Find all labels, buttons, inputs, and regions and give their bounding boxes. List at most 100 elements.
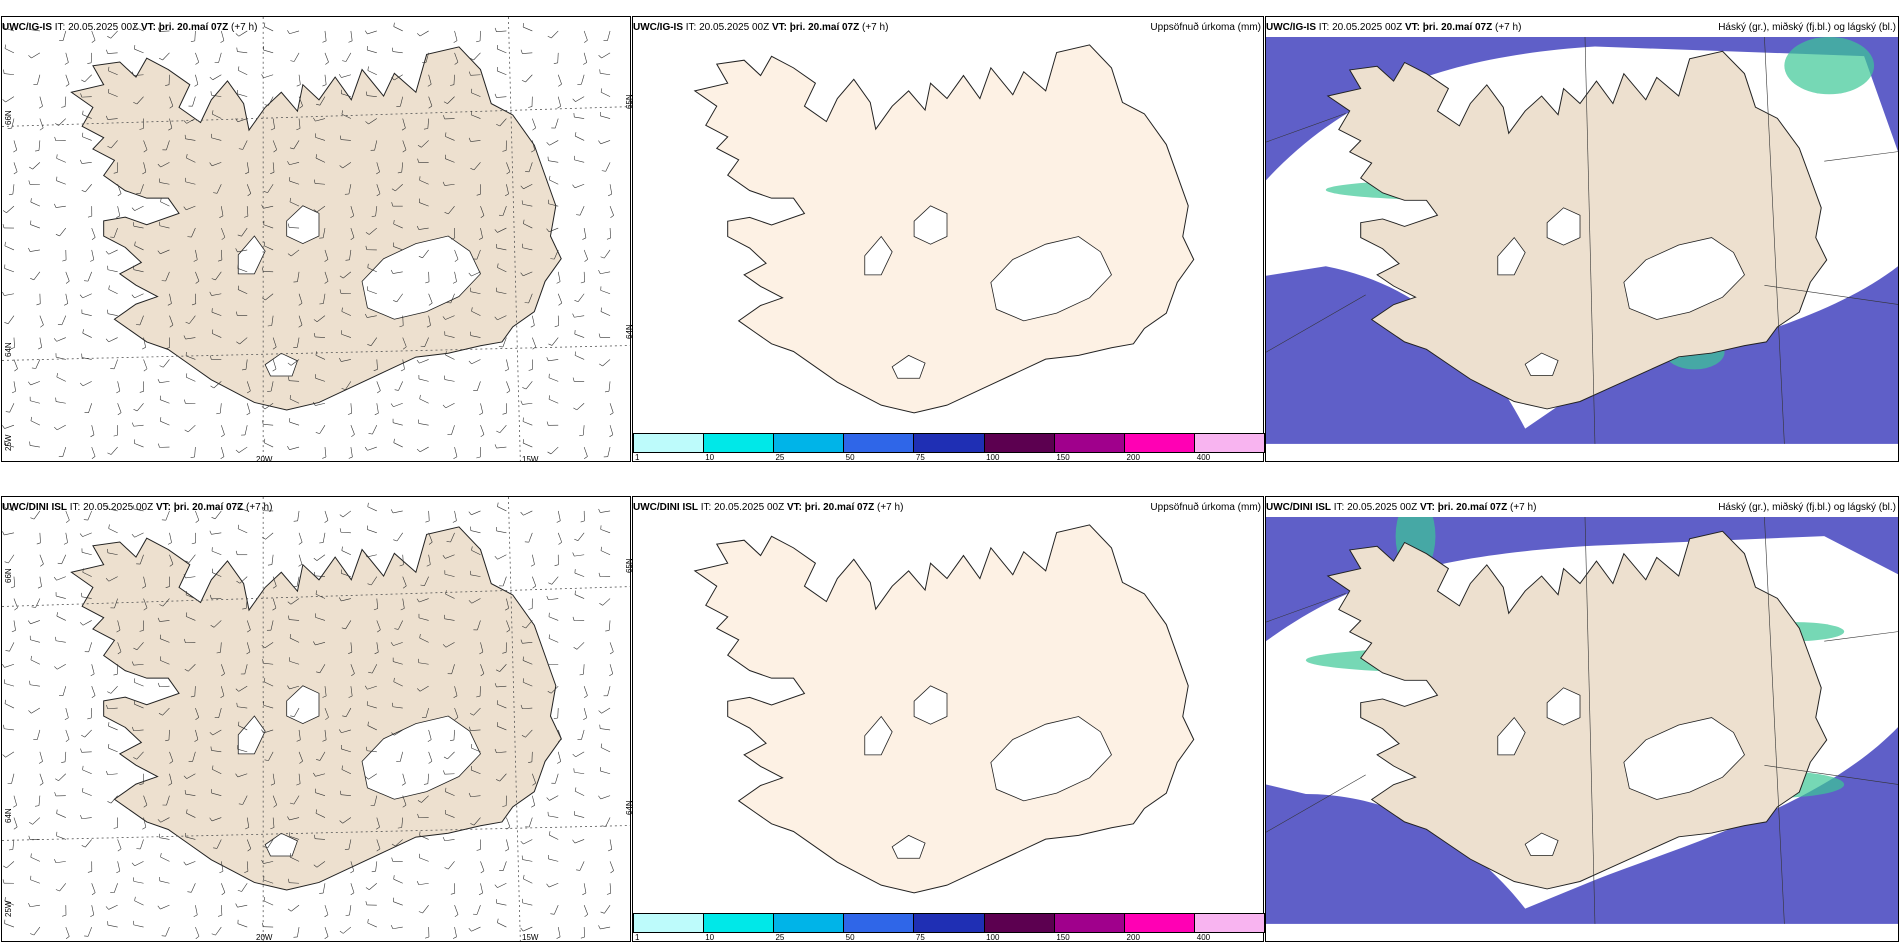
wind-barb [4, 48, 15, 54]
wind-barb-flag [557, 761, 561, 764]
wind-barb-flag [290, 715, 295, 718]
iceland-cloud-map-2 [1266, 517, 1898, 924]
wind-barb-flag [531, 149, 535, 153]
wind-barb [502, 337, 507, 348]
wind-barb [316, 315, 326, 322]
wind-barb [396, 532, 403, 542]
wind-barb-flag [160, 853, 162, 858]
wind-barb-flag [341, 765, 343, 770]
wind-barb [30, 381, 40, 386]
wind-barb [369, 227, 378, 235]
wind-barb-flag [3, 69, 5, 74]
wind-barb [557, 927, 561, 937]
wind-barb-flag [601, 170, 606, 172]
wind-barb-flag [79, 294, 83, 299]
wind-barb [575, 96, 585, 102]
wind-barb [82, 791, 92, 796]
wind-barb-flag [298, 542, 303, 545]
wind-barb [213, 381, 222, 389]
colorbar-tick: 100 [986, 453, 1000, 462]
colorbar-tick: 400 [1196, 933, 1211, 942]
cloud-map-panel-bottom: UWC/DINI ISL IT: 20.05.2025 00Z VT: þri.… [1265, 496, 1899, 942]
wind-barb-flag [273, 149, 277, 153]
wind-barb [272, 773, 275, 784]
wind-barb-flag [36, 542, 41, 545]
wind-barb [497, 227, 507, 233]
wind-barb [289, 817, 300, 821]
wind-barb [237, 93, 248, 97]
wind-barb-flag [287, 161, 290, 165]
wind-barb [480, 206, 485, 216]
right-lat-label-64n: 64N [625, 324, 634, 339]
wind-barb-flag [367, 502, 369, 507]
wind-barb-flag [480, 870, 485, 874]
wind-barb [393, 901, 403, 906]
wind-barb [117, 184, 122, 194]
wind-barb [583, 664, 585, 675]
wind-barb-flag [210, 624, 215, 628]
wind-barb [263, 879, 274, 884]
wind-barb [549, 795, 559, 801]
wind-barb [221, 905, 223, 916]
wind-barb-flag [299, 760, 303, 764]
wind-barb [237, 51, 248, 54]
wind-barb-flag [2, 531, 5, 536]
wind-barb-flag [65, 739, 70, 742]
wind-barb [557, 74, 562, 85]
glacier-3 [1524, 832, 1559, 856]
wind-barb [91, 686, 96, 696]
wind-barb [583, 227, 587, 238]
wind-barb-flag [583, 717, 587, 720]
wind-barb [241, 227, 248, 237]
wind-barb [159, 182, 170, 185]
wind-barb [480, 227, 483, 238]
wind-barb-flag [168, 783, 173, 786]
wind-barb-flag [325, 717, 329, 720]
wind-barb-flag [574, 538, 579, 541]
wind-barb-flag [350, 237, 355, 240]
wind-barb-flag [572, 313, 575, 318]
wind-barb-flag [522, 387, 527, 390]
wind-barb-flag [247, 848, 251, 852]
wind-barb [324, 52, 329, 63]
wind-barb-flag [339, 165, 343, 169]
wind-barb [422, 904, 429, 914]
wind-barb [30, 620, 40, 625]
wind-barb [239, 576, 248, 584]
wind-barb [576, 403, 585, 411]
wind-barb-flag [583, 62, 587, 65]
wind-barb [37, 74, 41, 85]
lat-label-64n-2: 64N [4, 808, 13, 823]
wind-barb-flag [29, 821, 33, 825]
wind-barb-flag [600, 307, 602, 312]
wind-barb [523, 926, 533, 932]
wind-barb [607, 446, 611, 457]
wind-barb [480, 642, 484, 653]
wind-barb-flag [502, 805, 507, 807]
wind-barb-flag [528, 608, 533, 610]
wind-barb-flag [195, 280, 200, 284]
wind-barb-flag [605, 630, 610, 632]
wind-barb [445, 158, 455, 163]
wind-barb [113, 883, 118, 893]
wind-barb [574, 355, 585, 360]
wind-barb [272, 795, 278, 806]
wind-barb [532, 554, 535, 565]
wind-barb-flag [289, 395, 291, 400]
wind-barb [548, 359, 559, 362]
wind-barb-flag [36, 303, 41, 306]
wind-barb [532, 795, 535, 806]
wind-barb [296, 576, 300, 587]
wind-barb [607, 30, 611, 41]
wind-barb-flag [314, 571, 316, 576]
wind-barb-flag [416, 598, 420, 603]
wind-barb-flag [347, 412, 352, 415]
wind-barb [212, 74, 222, 81]
wind-barb [133, 924, 144, 928]
wind-barb-flag [364, 685, 368, 690]
wind-barb [267, 184, 274, 193]
wind-barb [367, 685, 377, 690]
wind-barb [367, 506, 377, 512]
wind-barb [350, 642, 353, 653]
wind-barb-flag [209, 76, 213, 81]
